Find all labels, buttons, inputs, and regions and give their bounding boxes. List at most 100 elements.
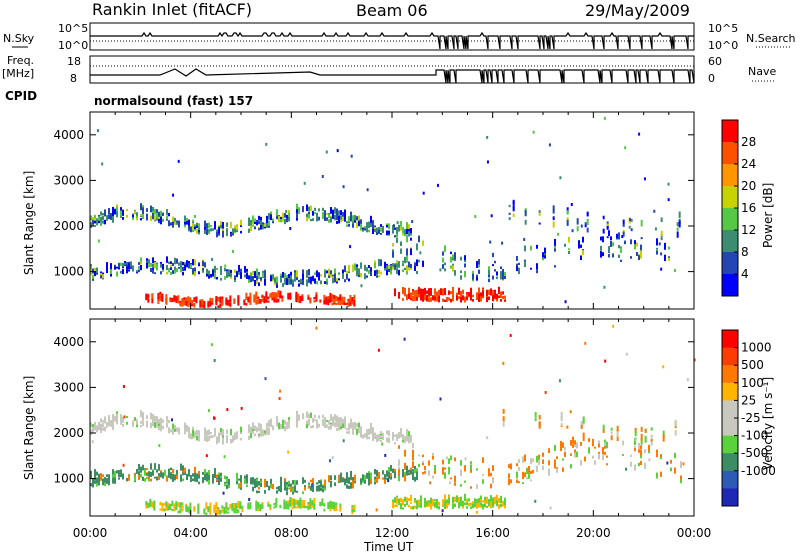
echo-cell: [313, 497, 316, 505]
echo-cell: [263, 296, 266, 304]
echo-cell: [662, 430, 665, 436]
echo-cell: [272, 274, 274, 280]
echo-cell: [212, 228, 214, 231]
freq-label-2: [MHz]: [2, 67, 34, 80]
echo-cell: [258, 228, 260, 231]
echo-cell: [472, 299, 474, 302]
echo-cell: [218, 227, 220, 234]
echo-point: [474, 215, 477, 219]
echo-cell: [315, 296, 318, 302]
echo-point: [490, 214, 493, 218]
echo-cell: [326, 281, 328, 284]
echo-point: [125, 263, 128, 267]
echo-cell: [414, 498, 416, 501]
echo-cell: [442, 469, 444, 475]
echo-cell: [660, 230, 663, 237]
echo-cell: [252, 270, 254, 275]
echo-cell: [664, 254, 666, 262]
echo-cell: [360, 433, 362, 438]
echo-cell: [416, 289, 418, 297]
echo-cell: [354, 220, 356, 223]
echo-cell: [402, 439, 404, 443]
echo-cell: [552, 216, 555, 221]
echo-cell: [100, 423, 102, 428]
echo-point: [310, 483, 313, 487]
echo-cell: [364, 228, 366, 231]
echo-cell: [326, 270, 328, 274]
echo-cell: [302, 209, 304, 213]
echo-cell: [168, 471, 170, 478]
echo-cell: [378, 258, 380, 267]
echo-cell: [676, 227, 679, 231]
echo-cell: [346, 224, 348, 227]
echo-point: [643, 177, 646, 181]
echo-cell: [208, 473, 210, 479]
echo-cell: [430, 289, 432, 295]
echo-cell: [424, 294, 426, 301]
echo-cell: [338, 213, 340, 221]
echo-cell: [396, 227, 398, 234]
echo-cell: [580, 424, 583, 430]
echo-cell: [466, 296, 468, 301]
echo-cell: [104, 426, 106, 432]
echo-cell: [345, 302, 348, 306]
echo-cell: [368, 436, 370, 440]
echo-cell: [140, 421, 142, 424]
echo-cell: [146, 262, 148, 269]
echo-cell: [150, 412, 152, 420]
echo-cell: [308, 276, 310, 283]
echo-cell: [257, 502, 260, 509]
echo-cell: [182, 271, 184, 276]
echo-cell: [348, 216, 350, 223]
echo-cell: [394, 442, 396, 445]
echo-cell: [358, 268, 360, 276]
echo-cell: [162, 425, 164, 430]
echo-cell: [324, 487, 326, 491]
echo-cell: [306, 423, 308, 429]
echo-cell: [182, 266, 184, 272]
echo-cell: [248, 435, 250, 440]
echo-cell: [366, 227, 368, 233]
echo-cell: [110, 213, 112, 220]
echo-cell: [580, 255, 582, 261]
echo-point: [621, 235, 624, 239]
echo-cell: [560, 440, 562, 449]
echo-point: [603, 285, 606, 289]
echo-point: [321, 174, 324, 178]
echo-cell: [254, 218, 256, 222]
echo-cell: [620, 259, 622, 262]
echo-cell: [562, 467, 564, 472]
echo-cell: [161, 296, 164, 302]
echo-cell: [356, 269, 358, 277]
echo-cell: [313, 505, 316, 510]
nave-ytick-top: 60: [708, 55, 722, 68]
echo-point: [158, 444, 161, 448]
echo-cell: [488, 269, 490, 275]
echo-cell: [168, 212, 170, 217]
echo-cell: [162, 419, 164, 423]
echo-cell: [290, 486, 292, 493]
echo-cell: [440, 288, 442, 296]
echo-cell: [146, 258, 148, 263]
echo-cell: [206, 435, 208, 442]
echo-cell: [406, 472, 408, 476]
echo-cell: [312, 425, 314, 429]
echo-cell: [335, 296, 338, 300]
echo-cell: [332, 416, 334, 422]
echo-cell: [394, 227, 396, 230]
echo-cell: [368, 269, 370, 274]
echo-cell: [420, 288, 422, 295]
echo-cell: [204, 262, 206, 268]
echo-cell: [380, 435, 382, 439]
echo-cell: [222, 438, 224, 445]
echo-cell: [180, 463, 182, 471]
echo-cell: [324, 271, 326, 278]
echo-cell: [196, 475, 198, 483]
echo-cell: [594, 460, 596, 465]
echo-cell: [308, 486, 310, 489]
echo-cell: [281, 298, 284, 302]
echo-cell: [152, 470, 154, 476]
echo-cell: [212, 478, 214, 484]
echo-cell: [510, 479, 512, 484]
echo-cell: [114, 264, 116, 268]
